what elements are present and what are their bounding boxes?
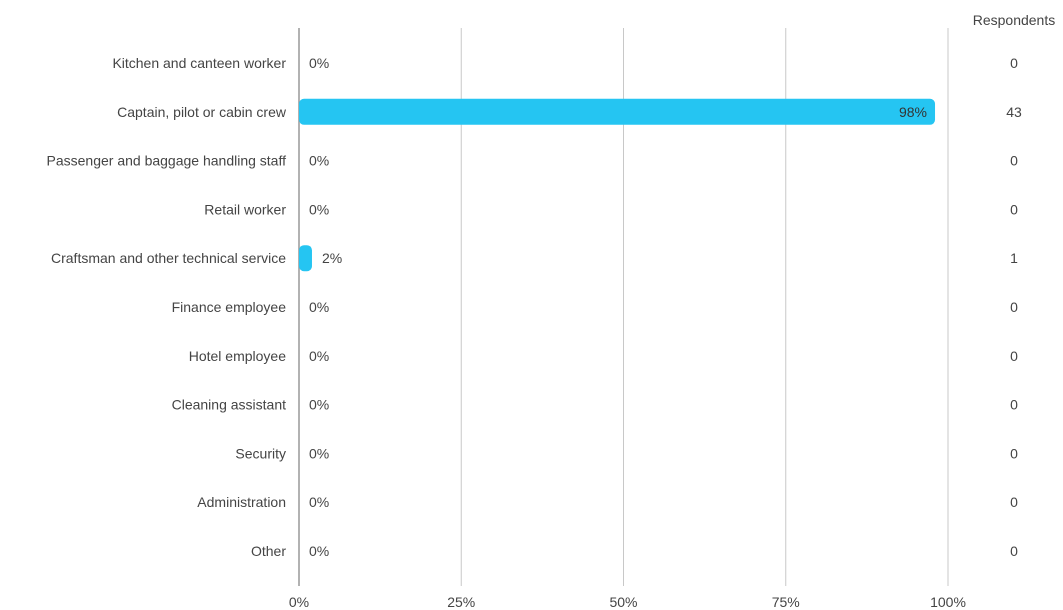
category-label: Craftsman and other technical service [51,250,286,266]
value-label: 0% [309,299,329,315]
category-label: Captain, pilot or cabin crew [117,104,287,120]
category-label: Hotel employee [189,348,286,364]
category-label: Finance employee [172,299,287,315]
value-label: 2% [322,250,342,266]
respondents-header: Respondents [973,12,1056,28]
respondent-count: 0 [1010,55,1018,71]
category-label: Retail worker [204,201,286,217]
respondent-count: 0 [1010,348,1018,364]
respondent-count: 0 [1010,299,1018,315]
labels: 0% 25% 50% 75% 100%Kitchen and canteen worke… [47,55,1022,610]
category-label: Administration [197,494,286,510]
x-tick-label: 75% [772,594,800,610]
category-label: Kitchen and canteen worker [112,55,286,71]
value-label: 0% [309,201,329,217]
x-tick-label: 100% [930,594,966,610]
respondent-count: 0 [1010,201,1018,217]
value-label: 0% [309,543,329,559]
respondent-count: 0 [1010,494,1018,510]
value-label: 0% [309,494,329,510]
value-label: 0% [309,348,329,364]
value-label: 98% [899,104,927,120]
category-label: Security [235,445,286,461]
respondent-count: 0 [1010,397,1018,413]
x-tick-label: 50% [609,594,637,610]
category-label: Other [251,543,286,559]
bars [299,98,936,272]
value-label: 0% [309,445,329,461]
respondent-count: 1 [1010,250,1018,266]
category-label: Passenger and baggage handling staff [47,153,287,169]
respondent-count: 0 [1010,445,1018,461]
x-tick-label: 25% [447,594,475,610]
value-label: 0% [309,397,329,413]
respondent-count: 43 [1006,104,1022,120]
x-tick-label: 0% [289,594,309,610]
value-label: 0% [309,153,329,169]
value-label: 0% [309,55,329,71]
respondent-count: 0 [1010,543,1018,559]
category-label: Cleaning assistant [172,397,287,413]
bar [299,245,312,272]
bar [299,98,936,125]
respondent-count: 0 [1010,153,1018,169]
